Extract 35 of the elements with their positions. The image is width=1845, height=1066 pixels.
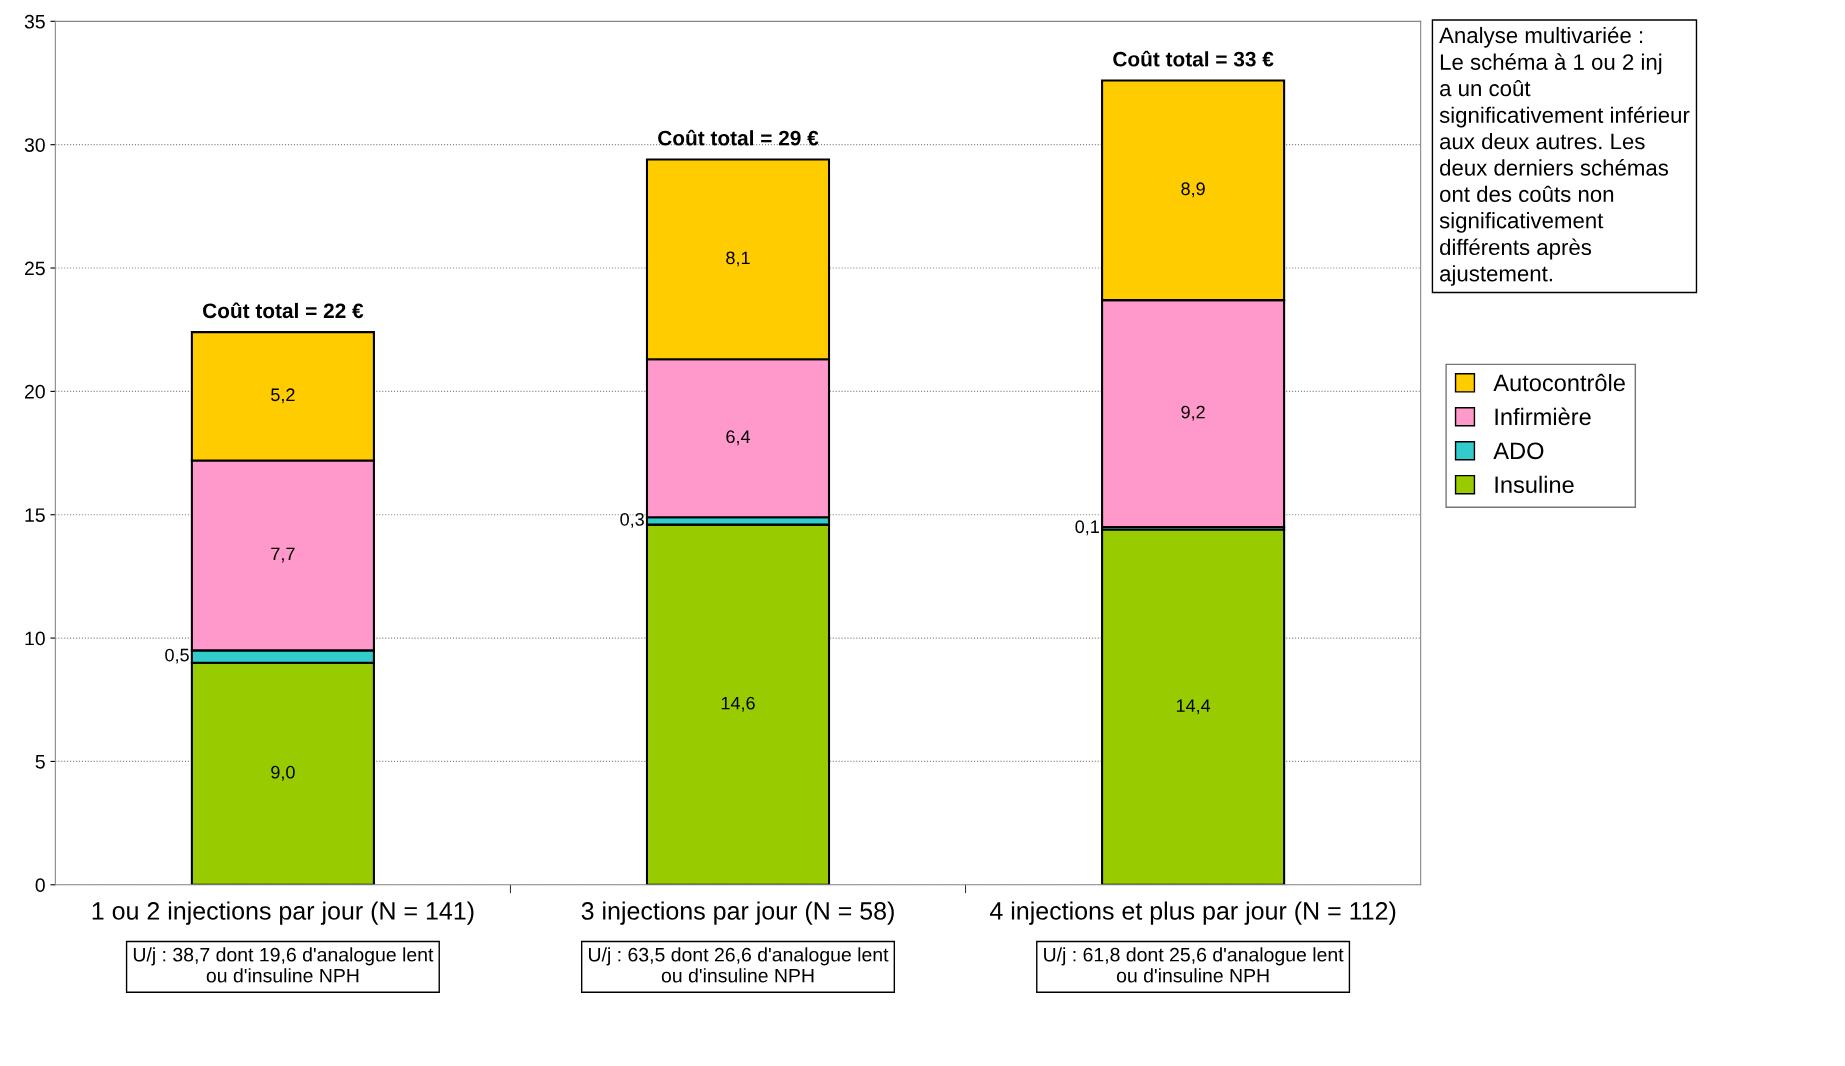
text: Analyse multivariée : Le schéma à 1 ou 2 inj a un coût significativement inférieur aux deux autres. Les deux derniers schémas ont des coûts non significativement différents après ajustement. [1439, 26, 1690, 286]
data-label: 0,1 [1075, 520, 1099, 536]
data-label: 0,3 [620, 512, 644, 528]
y-tick-label: 25 [24, 261, 45, 276]
data-label: 9,2 [1181, 405, 1205, 421]
y-tick-label: 0 [35, 878, 45, 893]
total-label: Coût total = 22 € [203, 302, 364, 319]
legend-label: Insuline [1495, 475, 1574, 494]
total-label: Coût total = 29 € [658, 129, 819, 146]
y-tick-label: 30 [24, 138, 45, 152]
text: U/j : 63,5 dont 26,6 d'analogue lent ou d'insuline NPH [589, 947, 889, 983]
y-tick-label: 20 [24, 384, 45, 399]
y-tick-label: 5 [35, 755, 45, 769]
data-label: 9,0 [271, 765, 295, 781]
y-tick-label: 10 [25, 631, 45, 646]
data-label: 6,4 [726, 430, 751, 446]
data-label: 5,2 [271, 388, 295, 404]
y-tick-label: 35 [24, 14, 45, 29]
bar [1101, 528, 1286, 885]
data-label: 8,1 [726, 251, 750, 267]
x-tick-label: 3 injections par jour (N = 58) [581, 901, 894, 925]
legend-label: Infirmière [1495, 407, 1591, 426]
data-label: 7,7 [271, 547, 295, 563]
text: U/j : 61,8 dont 25,6 d'analogue lent ou d'insuline NPH [1044, 947, 1344, 983]
data-label: 8,9 [1181, 182, 1205, 198]
total-label: Coût total = 33 € [1113, 50, 1274, 67]
x-tick-label: 1 ou 2 injections par jour (N = 141) [92, 901, 474, 925]
data-label: 14,4 [1176, 699, 1211, 715]
text: U/j : 38,7 dont 19,6 d'analogue lent ou d'insuline NPH [133, 947, 434, 983]
legend-label: ADO [1493, 442, 1544, 460]
data-label: 0,5 [165, 648, 189, 664]
legend-label: Autocontrôle [1493, 373, 1625, 392]
x-tick-label: 4 injections et plus par jour (N = 112) [989, 901, 1396, 925]
y-tick-label: 15 [25, 508, 45, 522]
data-label: 14,6 [721, 696, 755, 712]
